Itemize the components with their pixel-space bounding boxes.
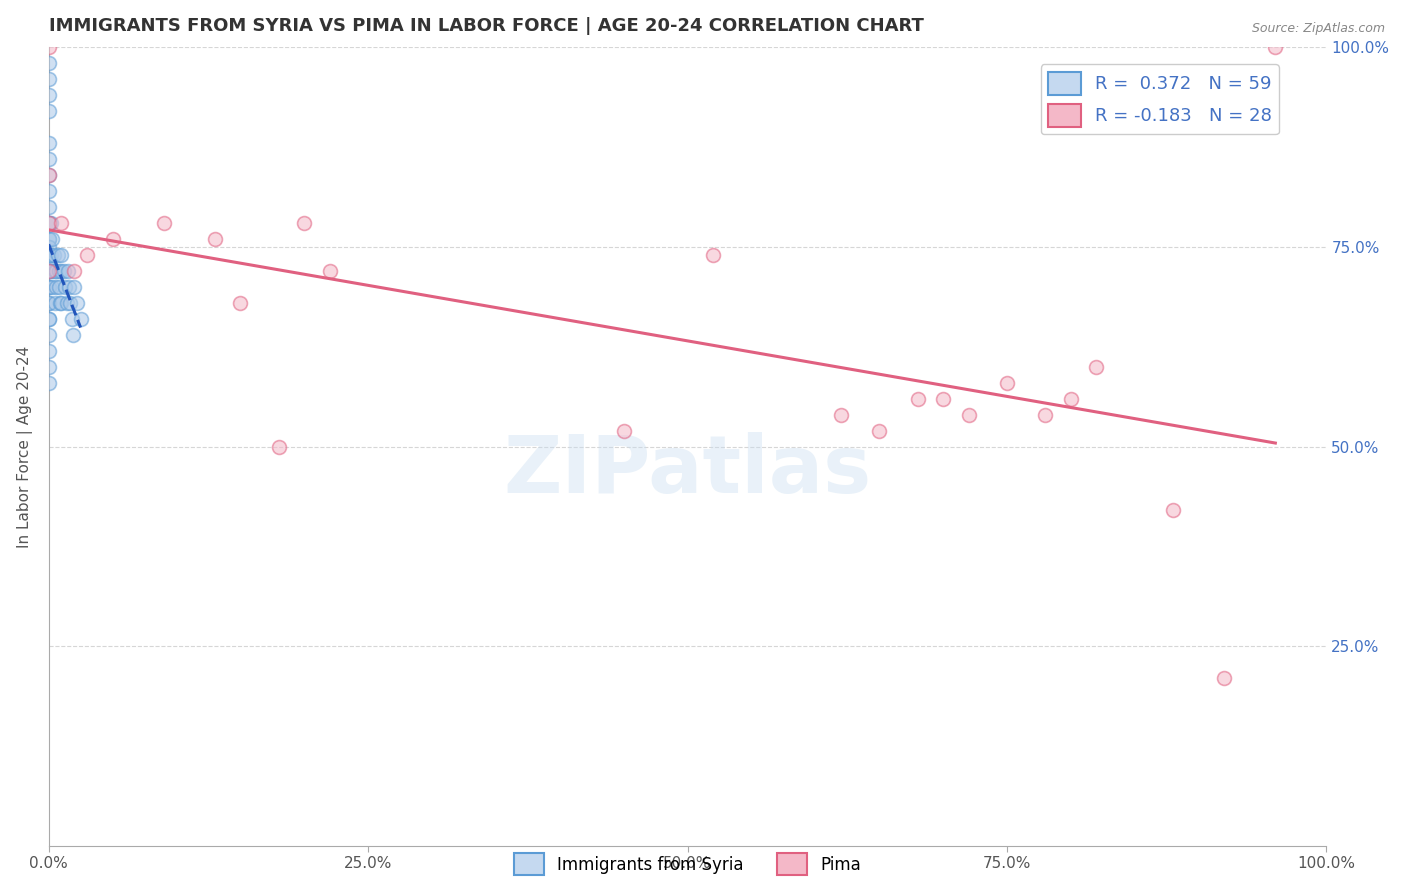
Point	[39, 216, 62, 230]
Point	[48, 264, 70, 278]
Point	[38, 327, 60, 342]
Point	[62, 327, 84, 342]
Point	[38, 168, 60, 182]
Point	[101, 232, 124, 246]
Point	[39, 248, 62, 262]
Point	[38, 200, 60, 214]
Point	[38, 168, 60, 182]
Point	[52, 264, 75, 278]
Point	[957, 408, 980, 422]
Point	[38, 40, 60, 54]
Legend: Immigrants from Syria, Pima: Immigrants from Syria, Pima	[508, 847, 868, 881]
Point	[38, 248, 60, 262]
Point	[1033, 408, 1056, 422]
Point	[907, 392, 929, 406]
Point	[51, 248, 73, 262]
Point	[38, 264, 60, 278]
Point	[868, 424, 890, 438]
Point	[66, 296, 89, 310]
Point	[51, 296, 73, 310]
Point	[38, 232, 60, 246]
Point	[1264, 40, 1286, 54]
Point	[38, 216, 60, 230]
Point	[38, 311, 60, 326]
Point	[55, 296, 77, 310]
Point	[38, 256, 60, 270]
Point	[204, 232, 226, 246]
Y-axis label: In Labor Force | Age 20-24: In Labor Force | Age 20-24	[17, 345, 32, 548]
Point	[38, 184, 60, 198]
Point	[38, 248, 60, 262]
Point	[932, 392, 955, 406]
Point	[63, 264, 86, 278]
Point	[38, 240, 60, 254]
Point	[45, 280, 67, 294]
Point	[56, 264, 79, 278]
Point	[319, 264, 342, 278]
Point	[38, 343, 60, 358]
Point	[76, 248, 98, 262]
Point	[38, 136, 60, 150]
Point	[38, 56, 60, 70]
Point	[63, 280, 86, 294]
Point	[267, 440, 290, 454]
Point	[44, 296, 66, 310]
Point	[38, 256, 60, 270]
Point	[69, 311, 91, 326]
Point	[60, 311, 83, 326]
Point	[38, 216, 60, 230]
Point	[49, 296, 72, 310]
Point	[59, 296, 82, 310]
Point	[58, 280, 80, 294]
Point	[38, 311, 60, 326]
Point	[38, 264, 60, 278]
Point	[830, 408, 852, 422]
Point	[38, 280, 60, 294]
Point	[292, 216, 315, 230]
Point	[38, 376, 60, 390]
Point	[38, 88, 60, 103]
Point	[51, 216, 73, 230]
Text: Source: ZipAtlas.com: Source: ZipAtlas.com	[1251, 22, 1385, 36]
Point	[1085, 359, 1108, 374]
Point	[38, 152, 60, 166]
Point	[1161, 503, 1184, 517]
Point	[38, 264, 60, 278]
Point	[38, 359, 60, 374]
Point	[38, 216, 60, 230]
Point	[229, 296, 252, 310]
Point	[38, 296, 60, 310]
Point	[45, 264, 67, 278]
Point	[51, 264, 73, 278]
Point	[38, 72, 60, 87]
Point	[53, 280, 76, 294]
Point	[995, 376, 1018, 390]
Point	[38, 104, 60, 119]
Point	[46, 248, 69, 262]
Point	[1213, 671, 1236, 685]
Point	[48, 280, 70, 294]
Point	[41, 280, 63, 294]
Point	[38, 264, 60, 278]
Point	[44, 264, 66, 278]
Point	[702, 248, 724, 262]
Text: IMMIGRANTS FROM SYRIA VS PIMA IN LABOR FORCE | AGE 20-24 CORRELATION CHART: IMMIGRANTS FROM SYRIA VS PIMA IN LABOR F…	[49, 17, 924, 35]
Point	[38, 280, 60, 294]
Point	[1060, 392, 1083, 406]
Point	[152, 216, 174, 230]
Point	[38, 232, 60, 246]
Point	[41, 232, 63, 246]
Point	[613, 424, 636, 438]
Point	[41, 264, 63, 278]
Point	[42, 248, 65, 262]
Text: ZIPatlas: ZIPatlas	[503, 432, 872, 509]
Point	[38, 296, 60, 310]
